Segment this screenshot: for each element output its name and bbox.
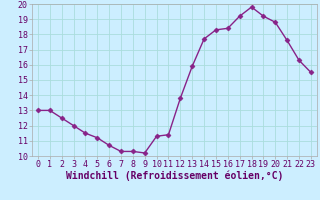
X-axis label: Windchill (Refroidissement éolien,°C): Windchill (Refroidissement éolien,°C): [66, 171, 283, 181]
